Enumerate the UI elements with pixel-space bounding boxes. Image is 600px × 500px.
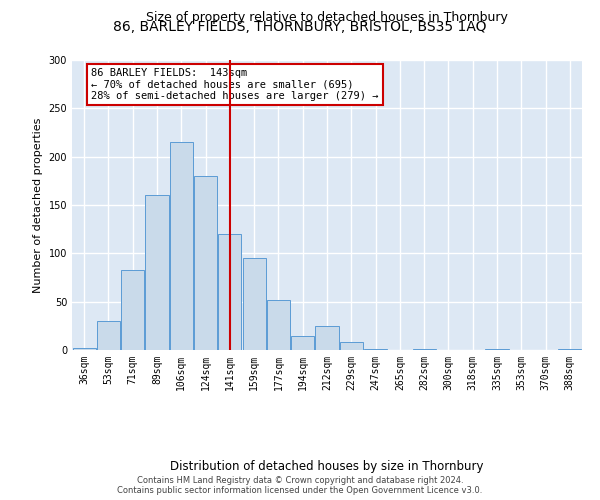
Bar <box>340 342 363 350</box>
Bar <box>121 270 144 350</box>
Bar <box>316 326 338 350</box>
Text: Contains HM Land Registry data © Crown copyright and database right 2024.
Contai: Contains HM Land Registry data © Crown c… <box>118 476 482 495</box>
Bar <box>145 196 169 350</box>
Bar <box>559 349 581 350</box>
Text: Distribution of detached houses by size in Thornbury: Distribution of detached houses by size … <box>170 460 484 473</box>
Bar <box>170 142 193 350</box>
Bar <box>73 348 95 350</box>
Bar <box>242 258 266 350</box>
Bar <box>97 321 120 350</box>
Title: Size of property relative to detached houses in Thornbury: Size of property relative to detached ho… <box>146 11 508 24</box>
Bar <box>413 349 436 350</box>
Y-axis label: Number of detached properties: Number of detached properties <box>33 118 43 292</box>
Bar <box>485 349 509 350</box>
Bar <box>291 336 314 350</box>
Bar <box>267 300 290 350</box>
Text: 86 BARLEY FIELDS:  143sqm
← 70% of detached houses are smaller (695)
28% of semi: 86 BARLEY FIELDS: 143sqm ← 70% of detach… <box>91 68 379 101</box>
Bar <box>194 176 217 350</box>
Bar <box>364 349 387 350</box>
Bar <box>218 234 241 350</box>
Text: 86, BARLEY FIELDS, THORNBURY, BRISTOL, BS35 1AQ: 86, BARLEY FIELDS, THORNBURY, BRISTOL, B… <box>113 20 487 34</box>
